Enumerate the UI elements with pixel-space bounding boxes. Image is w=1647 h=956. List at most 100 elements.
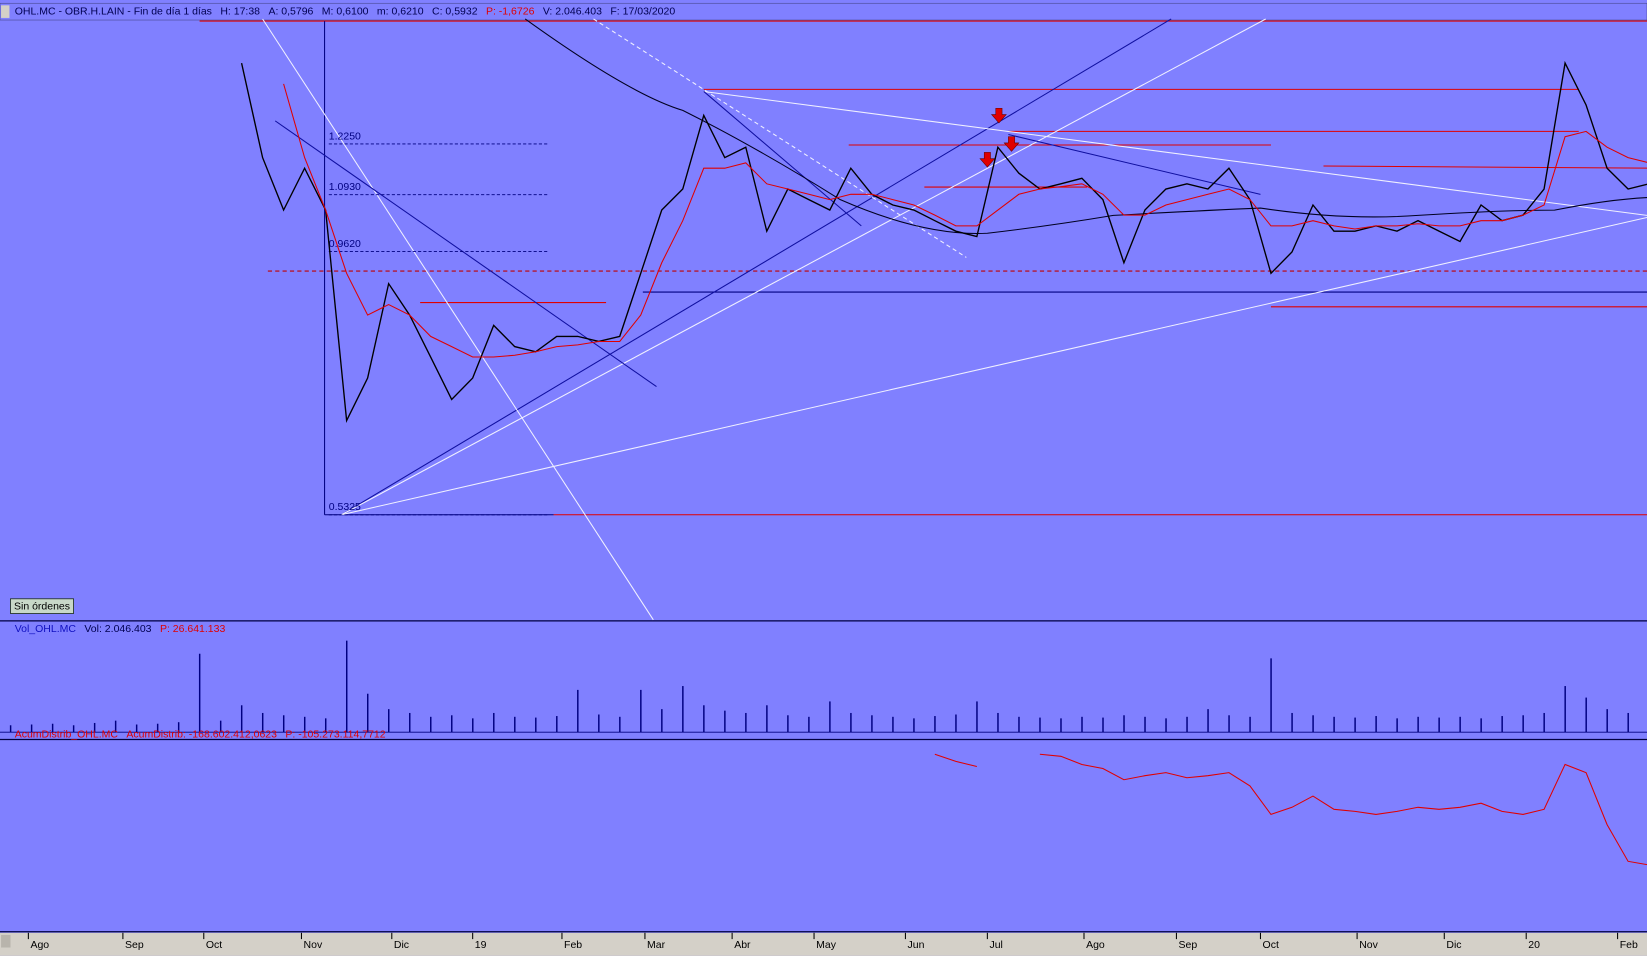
trendline [341, 18, 1266, 516]
volume-bar [51, 723, 54, 733]
volume-bar [682, 686, 684, 733]
fib-label: 0.9620 [329, 238, 361, 250]
menu-button[interactable] [1, 5, 10, 18]
header-info-part: H: 17:38 [220, 5, 260, 17]
volume-bar [93, 722, 96, 733]
time-label: Nov [1359, 939, 1378, 951]
volume-bar [1039, 717, 1041, 733]
volume-bar [976, 701, 978, 733]
panel-title: Vol_OHL.MC Vol: 2.046.403 P: 26.641.133 [15, 623, 226, 635]
panel-title-part: AcumDistrib_OHL.MC [15, 728, 119, 740]
volume-bar [1606, 709, 1608, 733]
volume-bar [345, 640, 348, 733]
time-label: 19 [475, 939, 487, 951]
volume-bar [1165, 718, 1167, 733]
header-info-part: m: 0,6210 [377, 5, 424, 17]
volume-bar [430, 716, 432, 733]
volume-bar [1417, 716, 1419, 733]
volume-bar [1627, 712, 1629, 733]
volume-bar [9, 725, 12, 733]
volume-bar [451, 715, 453, 733]
panel-title-part: Vol_OHL.MC [15, 623, 77, 635]
trendline [703, 91, 862, 227]
series-line [283, 83, 1647, 358]
volume-bar [514, 716, 516, 733]
time-label: Sep [125, 939, 144, 951]
trendline [1008, 134, 1261, 195]
trendline [262, 18, 654, 621]
volume-bar [787, 715, 789, 733]
volume-bar [829, 701, 831, 733]
volume-bar [156, 723, 159, 733]
volume-bar [135, 724, 138, 733]
volume-bar [1564, 686, 1566, 733]
volume-bar [1438, 717, 1440, 733]
header-info-part: C: 0,5932 [432, 5, 478, 17]
volume-bar [619, 716, 621, 733]
volume-bar [1228, 715, 1230, 733]
trendline [593, 18, 967, 258]
volume-bar [177, 722, 180, 733]
volume-bar [72, 725, 75, 733]
time-label: Ago [1086, 939, 1105, 951]
time-axis-strip [0, 932, 1647, 956]
panel-title-part: P: -105.273.114,7712 [285, 728, 385, 740]
volume-bar [1270, 658, 1272, 733]
levels [199, 20, 1647, 516]
volume-bar [598, 714, 600, 733]
volume-bar [850, 712, 852, 733]
volume-bar [1060, 718, 1062, 733]
volume-bar [472, 718, 474, 733]
volume-bar [955, 714, 957, 733]
header-info-part: M: 0,6100 [322, 5, 369, 17]
volume-bar [30, 724, 33, 733]
volume-bar [871, 715, 873, 733]
time-label: Oct [1263, 939, 1279, 951]
time-label: Mar [647, 939, 666, 951]
panel-title-part: Vol: 2.046.403 [84, 623, 151, 635]
volume-bar [1249, 716, 1251, 733]
trendlines [262, 18, 1647, 621]
volume-bar [1459, 716, 1461, 733]
time-label: Nov [304, 939, 323, 951]
volume-bar [640, 689, 642, 733]
arrow [979, 152, 996, 168]
long-moving-average [524, 18, 1647, 235]
volume-bar [282, 715, 285, 733]
volume-bar [1186, 716, 1188, 733]
volume-bar [1207, 709, 1209, 733]
volume-bar [892, 716, 894, 733]
level-line [1323, 165, 1647, 169]
volume-bar [388, 709, 390, 733]
time-label: Feb [564, 939, 582, 951]
volume-bar [997, 712, 999, 733]
volume-bar [1501, 716, 1503, 733]
volume-bar [661, 709, 663, 733]
volume-bar [934, 716, 936, 733]
time-label: Abr [734, 939, 751, 951]
volume-bar [240, 705, 243, 733]
time-label: Jul [989, 939, 1002, 951]
volume-bar [913, 718, 915, 733]
orders-button[interactable] [10, 598, 74, 614]
header-info: OHL.MC - OBR.H.LAIN - Fin de día 1 días H… [15, 5, 676, 17]
panel-title: AcumDistrib_OHL.MC AcumDistrib: -168.602.… [15, 728, 386, 740]
series-line [934, 753, 1647, 866]
time-label: May [816, 939, 837, 951]
volume-bar [808, 716, 810, 733]
volume-bar [493, 712, 495, 733]
volume-bar [1480, 718, 1482, 733]
volume-bar [703, 705, 705, 733]
volume-bar [577, 689, 579, 733]
volume-bar [1123, 715, 1125, 733]
trendline [341, 18, 1172, 516]
orders-button-label[interactable]: Sin órdenes [14, 600, 70, 612]
volume-bar [114, 720, 117, 733]
volume-bar [198, 653, 201, 733]
scroll-button[interactable] [1, 934, 11, 948]
volume-bar [535, 717, 537, 733]
trendline [341, 216, 1647, 516]
signal-arrows [979, 108, 1020, 168]
